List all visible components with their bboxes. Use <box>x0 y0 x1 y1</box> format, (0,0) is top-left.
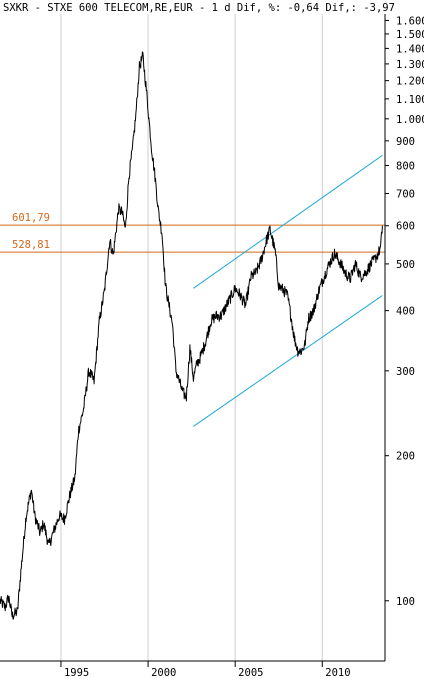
y-tick-label-400: 400 <box>396 306 415 318</box>
y-tick-label-300: 300 <box>396 366 415 378</box>
y-tick-label-700: 700 <box>396 188 415 200</box>
channel-upper-line <box>193 154 383 289</box>
y-tick-label-1400: 1.400 <box>396 43 424 55</box>
y-tick-label-800: 800 <box>396 161 415 173</box>
x-axis-ticks: 1995 2000 2005 2010 <box>60 661 351 679</box>
y-axis-ticks: 100 200 300 400 500 600 700 800 900 1.000 1.100 1.2… <box>385 15 424 608</box>
y-tick-label-1500: 1.500 <box>396 29 424 41</box>
price-series <box>0 51 383 620</box>
y-tick-label-1200: 1.200 <box>396 76 424 88</box>
channel-lower-line <box>193 295 383 427</box>
level-label-1: 601,79 <box>12 212 50 224</box>
y-tick-label-1100: 1.100 <box>396 94 424 106</box>
y-tick-label-200: 200 <box>396 451 415 463</box>
chart-header: SXKR - STXE 600 TELECOM,RE,EUR - 1 d Dif… <box>3 2 395 14</box>
x-tick-label-2010: 2010 <box>325 667 350 679</box>
y-tick-label-1300: 1.300 <box>396 59 424 71</box>
price-series-line-1 <box>0 51 383 620</box>
y-tick-label-100: 100 <box>396 596 415 608</box>
x-tick-label-2005: 2005 <box>238 667 263 679</box>
x-tick-label-2000: 2000 <box>151 667 176 679</box>
level-label-2: 528,81 <box>12 239 50 251</box>
horizontal-levels: 601,79 528,81 <box>0 212 385 253</box>
axes <box>0 14 386 662</box>
y-tick-label-600: 600 <box>396 221 415 233</box>
x-tick-label-1995: 1995 <box>64 667 89 679</box>
y-tick-label-900: 900 <box>396 136 415 148</box>
trend-channel <box>193 154 383 427</box>
y-tick-label-500: 500 <box>396 259 415 271</box>
y-tick-label-1000: 1.000 <box>396 114 424 126</box>
y-tick-label-1600: 1.600 <box>396 15 424 27</box>
